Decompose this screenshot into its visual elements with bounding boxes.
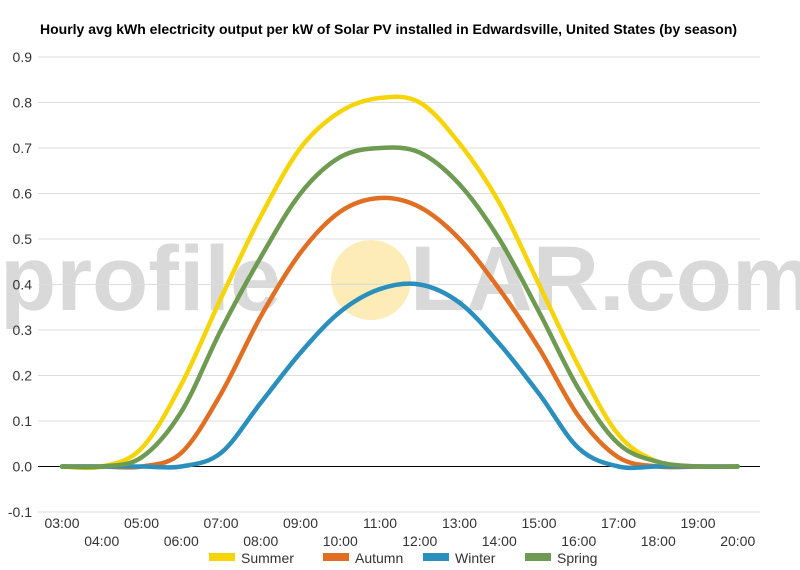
y-tick-label: -0.1	[8, 504, 32, 520]
y-tick-label: 0.2	[13, 368, 33, 384]
series-line-autumn	[59, 195, 740, 470]
watermark: profile LAR.com	[0, 228, 800, 330]
legend: Summer Autumn Winter Spring	[209, 550, 597, 566]
x-tick-label: 04:00	[84, 533, 119, 549]
x-tick-label: 13:00	[442, 515, 477, 531]
legend-swatch-autumn	[323, 553, 349, 561]
x-tick-label: 05:00	[124, 515, 159, 531]
y-tick-label: 0.5	[13, 231, 33, 247]
watermark-sun-icon	[331, 240, 411, 320]
series-line-summer	[59, 94, 740, 471]
x-tick-label: 03:00	[44, 515, 79, 531]
legend-label-winter: Winter	[455, 550, 496, 566]
x-tick-label: 11:00	[363, 515, 397, 531]
y-tick-label: 0.7	[13, 140, 33, 156]
y-tick-label: 0.0	[13, 459, 33, 475]
legend-swatch-spring	[525, 553, 551, 561]
x-tick-label: 09:00	[283, 515, 318, 531]
x-tick-label: 18:00	[641, 533, 676, 549]
series-line-spring	[59, 145, 740, 470]
x-tick-label: 06:00	[164, 533, 199, 549]
legend-swatch-summer	[209, 553, 235, 561]
y-tick-label: 0.9	[13, 49, 33, 65]
y-tick-label: 0.1	[13, 413, 33, 429]
x-tick-label: 16:00	[561, 533, 596, 549]
y-tick-label: 0.6	[13, 186, 33, 202]
watermark-text-left: profile	[0, 228, 281, 330]
y-tick-label: 0.4	[13, 277, 33, 293]
legend-label-autumn: Autumn	[355, 550, 403, 566]
x-tick-label: 07:00	[203, 515, 238, 531]
x-tick-label: 08:00	[243, 533, 278, 549]
legend-swatch-winter	[423, 553, 449, 561]
legend-label-summer: Summer	[241, 550, 294, 566]
x-tick-label: 19:00	[680, 515, 715, 531]
y-tick-label: 0.3	[13, 322, 33, 338]
x-tick-label: 20:00	[720, 533, 755, 549]
series-line-winter	[59, 281, 740, 471]
x-tick-label: 15:00	[521, 515, 556, 531]
x-tick-label: 10:00	[323, 533, 358, 549]
x-tick-label: 12:00	[402, 533, 437, 549]
x-tick-label: 17:00	[601, 515, 636, 531]
y-axis: -0.1 0.0 0.1 0.2 0.3 0.4 0.5 0.6 0.7 0.8 0.9	[8, 49, 32, 520]
y-tick-label: 0.8	[13, 95, 33, 111]
watermark-text-right: LAR.com	[410, 228, 800, 330]
chart-title: Hourly avg kWh electricity output per kW…	[40, 21, 737, 37]
legend-label-spring: Spring	[557, 550, 597, 566]
x-tick-label: 14:00	[482, 533, 517, 549]
series-lines	[59, 94, 740, 471]
